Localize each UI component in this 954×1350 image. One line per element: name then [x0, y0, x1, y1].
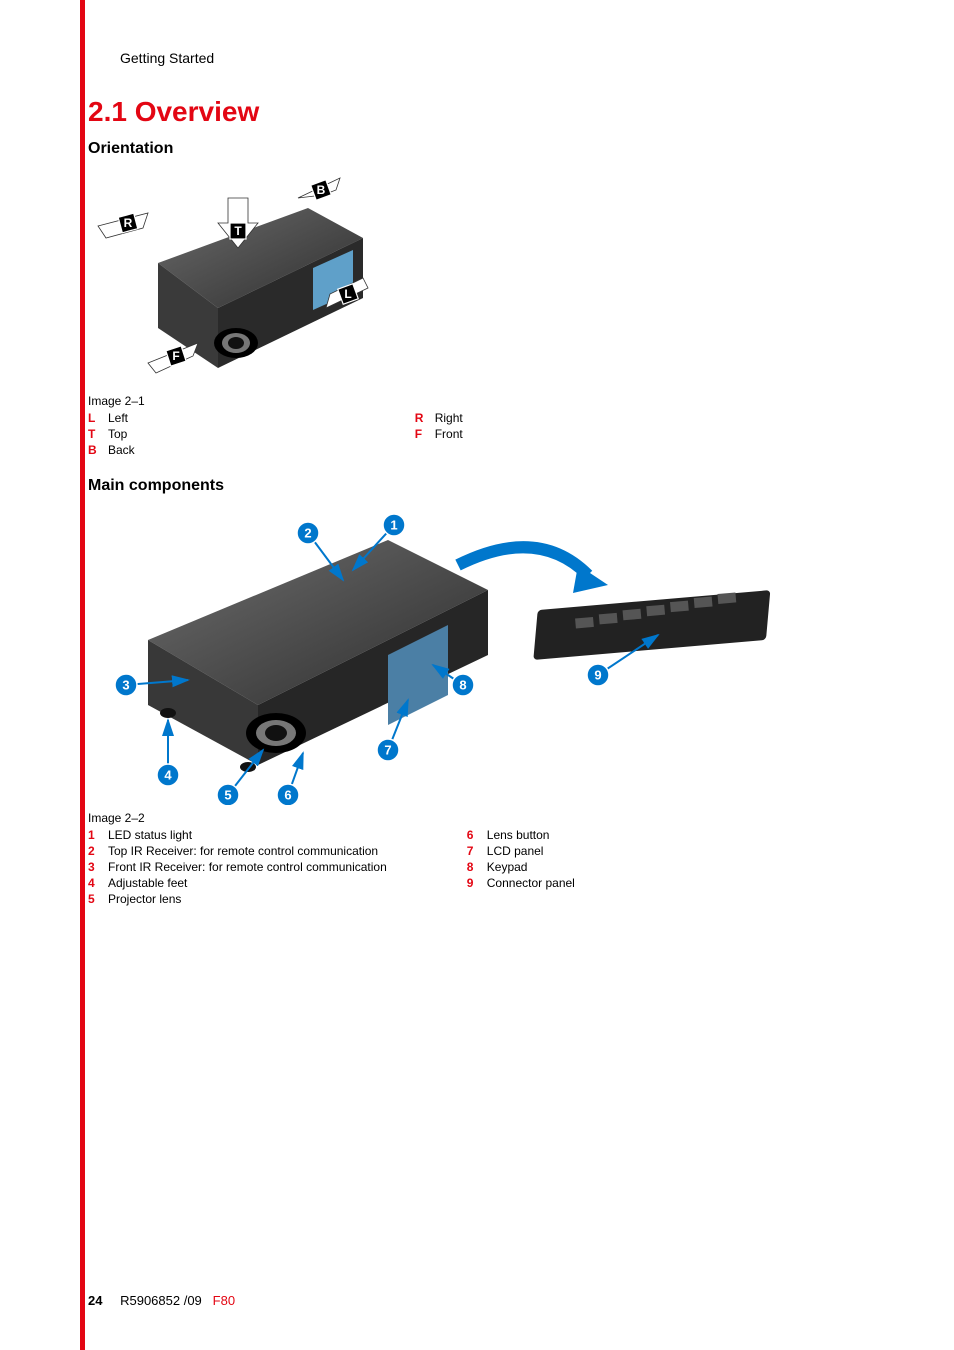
svg-text:1: 1: [390, 517, 397, 532]
margin-red-bar: [80, 0, 85, 1350]
legend-key: 7: [467, 843, 487, 859]
callout-7: 7: [377, 739, 399, 761]
legend-row: 6Lens button: [467, 827, 575, 843]
svg-text:4: 4: [164, 767, 172, 782]
legend-key: 2: [88, 843, 108, 859]
orientation-heading: Orientation: [88, 140, 866, 158]
section-title: 2.1 Overview: [88, 96, 866, 128]
components-caption: Image 2–2: [88, 811, 866, 825]
components-svg: 1 2 3 4 5 6 7 8 9: [88, 505, 828, 805]
legend-val: Projector lens: [108, 892, 181, 906]
legend-key: L: [88, 410, 108, 426]
legend-row: RRight: [415, 410, 463, 426]
legend-col-left: 1LED status light 2Top IR Receiver: for …: [88, 827, 387, 908]
legend-row: 7LCD panel: [467, 843, 575, 859]
page-number: 24: [88, 1293, 102, 1308]
svg-text:T: T: [234, 224, 242, 238]
svg-text:8: 8: [459, 677, 466, 692]
legend-key: 3: [88, 859, 108, 875]
figure-components: 1 2 3 4 5 6 7 8 9: [88, 505, 866, 805]
page: Getting Started 2.1 Overview Orientation: [0, 0, 954, 1350]
orientation-legend: LLeft TTop BBack RRight FFront: [88, 410, 866, 459]
legend-row: LLeft: [88, 410, 135, 426]
legend-key: B: [88, 442, 108, 458]
svg-text:5: 5: [224, 787, 231, 802]
legend-val: LCD panel: [487, 844, 544, 858]
legend-key: 6: [467, 827, 487, 843]
legend-row: 1LED status light: [88, 827, 387, 843]
legend-row: 9Connector panel: [467, 875, 575, 891]
legend-key: T: [88, 426, 108, 442]
legend-key: 1: [88, 827, 108, 843]
connector-panel: [458, 547, 770, 660]
figure-orientation: B R T L F: [88, 168, 866, 388]
callout-8: 8: [452, 674, 474, 696]
legend-key: 5: [88, 891, 108, 907]
legend-val: Keypad: [487, 860, 528, 874]
svg-text:F: F: [172, 349, 179, 363]
callout-3: 3: [115, 674, 137, 696]
legend-val: Front: [435, 427, 463, 441]
label-F: F: [148, 343, 198, 373]
orientation-svg: B R T L F: [88, 168, 388, 388]
legend-col-left: LLeft TTop BBack: [88, 410, 135, 459]
legend-val: Left: [108, 411, 128, 425]
legend-val: LED status light: [108, 828, 192, 842]
footer: 24 R5906852 /09 F80: [88, 1293, 235, 1308]
legend-val: Right: [435, 411, 463, 425]
callout-5: 5: [217, 784, 239, 805]
svg-text:L: L: [344, 287, 351, 301]
legend-key: 8: [467, 859, 487, 875]
components-legend: 1LED status light 2Top IR Receiver: for …: [88, 827, 866, 908]
legend-row: TTop: [88, 426, 135, 442]
callout-2: 2: [297, 522, 319, 544]
legend-row: 8Keypad: [467, 859, 575, 875]
doc-code: R5906852 /09: [120, 1293, 202, 1308]
svg-text:7: 7: [384, 742, 391, 757]
legend-col-right: RRight FFront: [415, 410, 463, 459]
legend-val: Lens button: [487, 828, 550, 842]
legend-key: 9: [467, 875, 487, 891]
legend-val: Top IR Receiver: for remote control comm…: [108, 844, 378, 858]
legend-row: 2Top IR Receiver: for remote control com…: [88, 843, 387, 859]
chapter-name: Getting Started: [120, 50, 214, 66]
legend-row: FFront: [415, 426, 463, 442]
legend-val: Back: [108, 443, 135, 457]
orientation-caption: Image 2–1: [88, 394, 866, 408]
legend-key: F: [415, 426, 435, 442]
legend-val: Front IR Receiver: for remote control co…: [108, 860, 387, 874]
svg-text:6: 6: [284, 787, 291, 802]
legend-col-right: 6Lens button 7LCD panel 8Keypad 9Connect…: [467, 827, 575, 908]
callout-4: 4: [157, 764, 179, 786]
legend-row: 5Projector lens: [88, 891, 387, 907]
doc-model: F80: [213, 1293, 235, 1308]
svg-text:3: 3: [122, 677, 129, 692]
callout-9: 9: [587, 664, 609, 686]
label-R: R: [98, 213, 148, 238]
callout-6: 6: [277, 784, 299, 805]
legend-key: 4: [88, 875, 108, 891]
label-B: B: [298, 178, 340, 200]
legend-key: R: [415, 410, 435, 426]
legend-val: Top: [108, 427, 127, 441]
svg-text:B: B: [317, 183, 326, 197]
svg-text:2: 2: [304, 525, 311, 540]
legend-val: Connector panel: [487, 876, 575, 890]
legend-row: BBack: [88, 442, 135, 458]
components-heading: Main components: [88, 477, 866, 495]
legend-row: 3Front IR Receiver: for remote control c…: [88, 859, 387, 875]
legend-row: 4Adjustable feet: [88, 875, 387, 891]
svg-text:R: R: [124, 216, 133, 230]
svg-text:9: 9: [594, 667, 601, 682]
running-header: Getting Started: [120, 50, 866, 66]
callout-1: 1: [383, 514, 405, 536]
legend-val: Adjustable feet: [108, 876, 187, 890]
